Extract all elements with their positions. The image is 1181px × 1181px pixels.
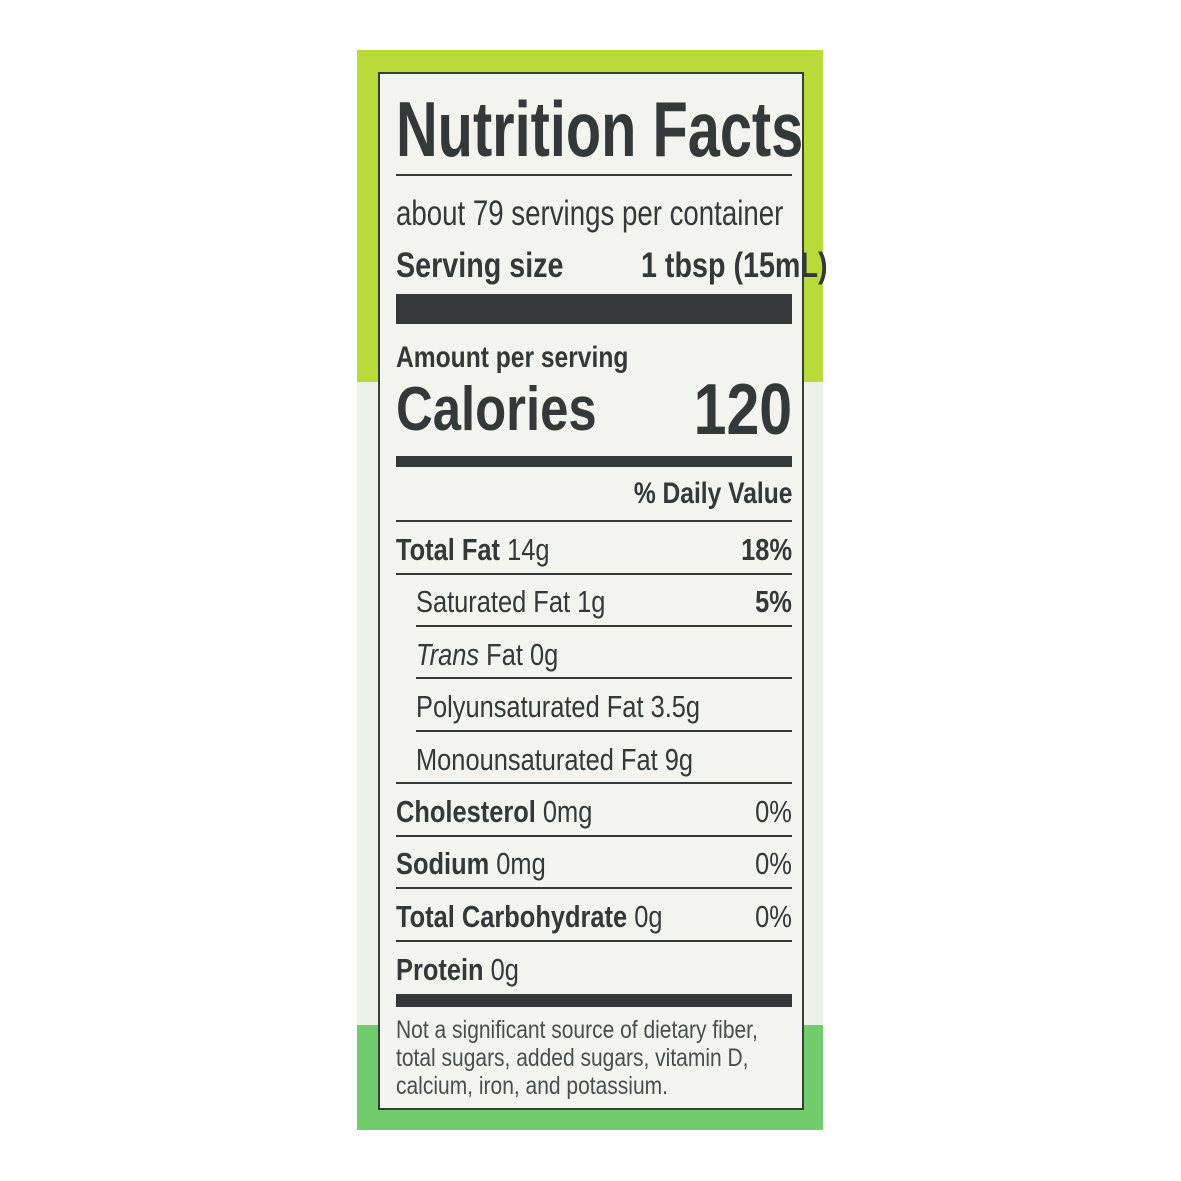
nutrient-row-sodium: Sodium 0mg 0% (396, 838, 792, 890)
nutrient-name: Sodium (396, 846, 490, 881)
nutrient-name: Polyunsaturated Fat 3.5g (416, 689, 701, 724)
nutrient-dv: 0% (755, 899, 792, 934)
thick-bar (396, 294, 792, 324)
nutrient-row-cholesterol: Cholesterol 0mg 0% (396, 786, 792, 838)
footnote-line: Not a significant source of dietary fibe… (396, 1016, 758, 1044)
rule (396, 520, 792, 522)
serving-size-label: Serving size (396, 246, 564, 285)
servings-text: about 79 servings per container (396, 194, 784, 233)
nutrient-name: Trans (416, 637, 480, 672)
nutrient-amount: 14g (507, 532, 550, 567)
nutrient-amount: 0g (634, 899, 663, 934)
amount-per-serving: Amount per serving (396, 339, 792, 377)
footnote-line: total sugars, added sugars, vitamin D, (396, 1044, 749, 1072)
rule (396, 573, 792, 575)
nutrient-name: Total Fat (396, 532, 501, 567)
nutrient-amount: Fat 0g (486, 637, 559, 672)
nutrient-row-protein: Protein 0g (396, 944, 792, 996)
amount-text: Amount per serving (396, 341, 629, 374)
nutrient-name: Total Carbohydrate (396, 899, 628, 934)
nutrient-row-total-carbohydrate: Total Carbohydrate 0g 0% (396, 891, 792, 943)
rule (416, 677, 792, 679)
nutrition-facts-label: Nutrition Facts about 79 servings per co… (378, 72, 828, 1110)
nutrient-amount: 0mg (496, 846, 546, 881)
calories-label: Calories (396, 375, 597, 444)
calories-value: 120 (693, 370, 792, 450)
serving-size: Serving size 1 tbsp (15mL) (396, 244, 828, 288)
rule (396, 782, 792, 784)
nutrient-row-trans-fat: Trans Fat 0g (416, 629, 792, 681)
label-title: Nutrition Facts (396, 84, 803, 174)
nutrient-row-saturated-fat: Saturated Fat 1g 5% (416, 576, 792, 628)
nutrient-row-total-fat: Total Fat 14g 18% (396, 524, 792, 576)
bottom-thick-bar (396, 994, 792, 1007)
nutrient-amount: 0mg (542, 794, 593, 829)
nutrient-name: Protein (396, 952, 484, 987)
calories-row: Calories 120 (396, 372, 792, 448)
nutrient-name: Monounsaturated Fat 9g (416, 742, 693, 777)
nutrient-amount: 0g (490, 952, 519, 987)
nutrient-dv: 5% (755, 584, 792, 619)
daily-value-header: % Daily Value (396, 474, 792, 514)
nutrient-dv: 0% (755, 846, 792, 881)
title-rule (396, 174, 792, 176)
nutrient-row-monounsaturated-fat: Monounsaturated Fat 9g (416, 734, 792, 786)
footnote: Not a significant source of dietary fibe… (396, 1016, 792, 1100)
dv-header-text: % Daily Value (633, 477, 792, 510)
nutrient-amount: 1g (577, 584, 606, 619)
footnote-line: calcium, iron, and potassium. (396, 1072, 668, 1100)
rule (396, 887, 792, 889)
nutrient-row-polyunsaturated-fat: Polyunsaturated Fat 3.5g (416, 681, 792, 733)
nutrient-dv: 18% (741, 532, 792, 567)
rule (396, 940, 792, 942)
title-text: Nutrition Facts (396, 85, 804, 173)
medium-bar (396, 456, 792, 467)
nutrient-dv: 0% (755, 794, 792, 829)
rule (416, 730, 792, 732)
rule (396, 835, 792, 837)
nutrient-name: Cholesterol (396, 794, 536, 829)
serving-size-value: 1 tbsp (15mL) (641, 246, 828, 285)
nutrient-name: Saturated Fat (416, 584, 571, 619)
servings-per-container: about 79 servings per container (396, 192, 792, 236)
rule (416, 625, 792, 627)
